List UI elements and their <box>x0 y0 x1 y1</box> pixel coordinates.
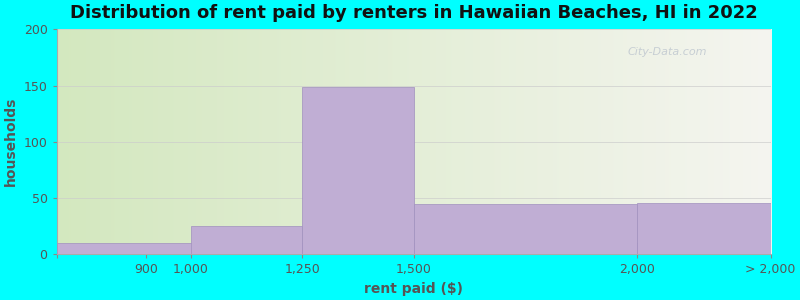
X-axis label: rent paid ($): rent paid ($) <box>364 282 463 296</box>
Bar <box>414 204 637 254</box>
Bar <box>57 243 770 254</box>
Text: City-Data.com: City-Data.com <box>628 47 707 57</box>
Bar <box>190 226 302 254</box>
Bar <box>302 87 414 254</box>
Y-axis label: households: households <box>4 97 18 187</box>
Title: Distribution of rent paid by renters in Hawaiian Beaches, HI in 2022: Distribution of rent paid by renters in … <box>70 4 758 22</box>
Bar <box>637 202 770 254</box>
